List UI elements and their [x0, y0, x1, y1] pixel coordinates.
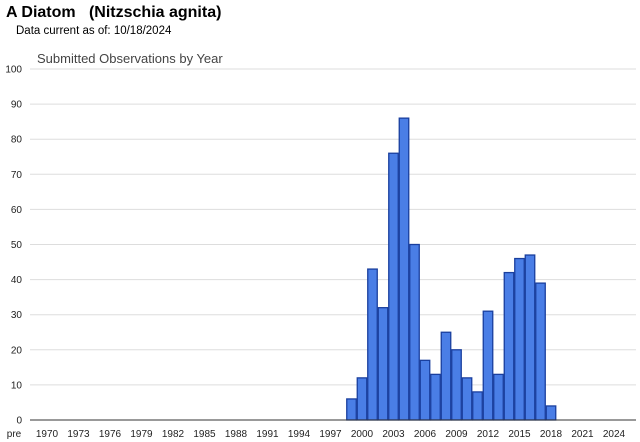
x-tick-label: 1979 [130, 429, 153, 440]
x-tick-label: 1970 [36, 429, 59, 440]
x-tick-label: 2024 [603, 429, 626, 440]
y-tick-label: 0 [16, 416, 22, 427]
x-tick-label: 1973 [67, 429, 90, 440]
bar-2008 [440, 331, 452, 421]
bar-2011 [472, 391, 483, 421]
bar-2009 [451, 349, 462, 421]
bar-2000 [356, 377, 368, 421]
y-tick-label: 100 [5, 65, 22, 76]
bar-2018 [545, 405, 557, 421]
bar-series [346, 117, 557, 421]
bar-2007 [430, 373, 441, 421]
y-tick-label: 40 [11, 275, 23, 286]
y-tick-label: 30 [11, 310, 23, 321]
bar-2013 [493, 373, 504, 421]
bar-2001 [367, 268, 378, 421]
y-tick-label: 80 [11, 135, 23, 146]
x-tick-label: pre [7, 429, 22, 440]
bar-1999 [346, 398, 357, 421]
x-tick-label: 1994 [288, 429, 311, 440]
x-tick-label: 2003 [382, 429, 405, 440]
bar-2002 [377, 307, 389, 421]
x-tick-label: 2006 [414, 429, 437, 440]
y-tick-label: 70 [11, 170, 23, 181]
x-tick-label: 1991 [256, 429, 279, 440]
y-tick-label: 20 [11, 345, 23, 356]
x-tick-label: 2009 [445, 429, 468, 440]
bar-2010 [461, 377, 473, 421]
x-tick-label: 2018 [540, 429, 563, 440]
y-tick-label: 50 [11, 240, 23, 251]
species-title: A Diatom (Nitzschia agnita) [6, 4, 222, 21]
bar-2015 [514, 257, 525, 421]
x-tick-label: 1985 [193, 429, 216, 440]
data-date-prefix: Data current as of: [16, 25, 111, 37]
x-tick-label: 2021 [571, 429, 594, 440]
bar-2004 [398, 117, 410, 421]
x-tick-label: 1976 [99, 429, 122, 440]
x-tick-label: 2000 [351, 429, 374, 440]
bar-2016 [524, 254, 536, 421]
bar-2017 [535, 282, 546, 421]
y-tick-label: 60 [11, 205, 23, 216]
data-date-line: Data current as of: 10/18/2024 [16, 25, 171, 37]
y-tick-label: 90 [11, 100, 23, 111]
chart-title: Submitted Observations by Year [37, 51, 223, 66]
bar-2005 [409, 243, 420, 421]
data-date-value: 10/18/2024 [113, 25, 172, 37]
x-tick-label: 1988 [225, 429, 248, 440]
bar-2014 [503, 271, 515, 421]
x-tick-label: 2012 [477, 429, 500, 440]
x-tick-label: 1982 [162, 429, 185, 440]
x-axis-ticks: pre 1970 1973 1976 1979 1982 1985 1988 1991 1994 1… [7, 429, 626, 440]
x-tick-label: 1997 [319, 429, 342, 440]
y-axis-ticks: 0 10 20 30 40 50 60 70 80 90 100 [5, 65, 22, 427]
x-tick-label: 2015 [508, 429, 531, 440]
bar-2012 [482, 310, 494, 421]
bar-2003 [388, 152, 399, 421]
bar-2006 [419, 359, 431, 421]
y-tick-label: 10 [11, 380, 23, 391]
